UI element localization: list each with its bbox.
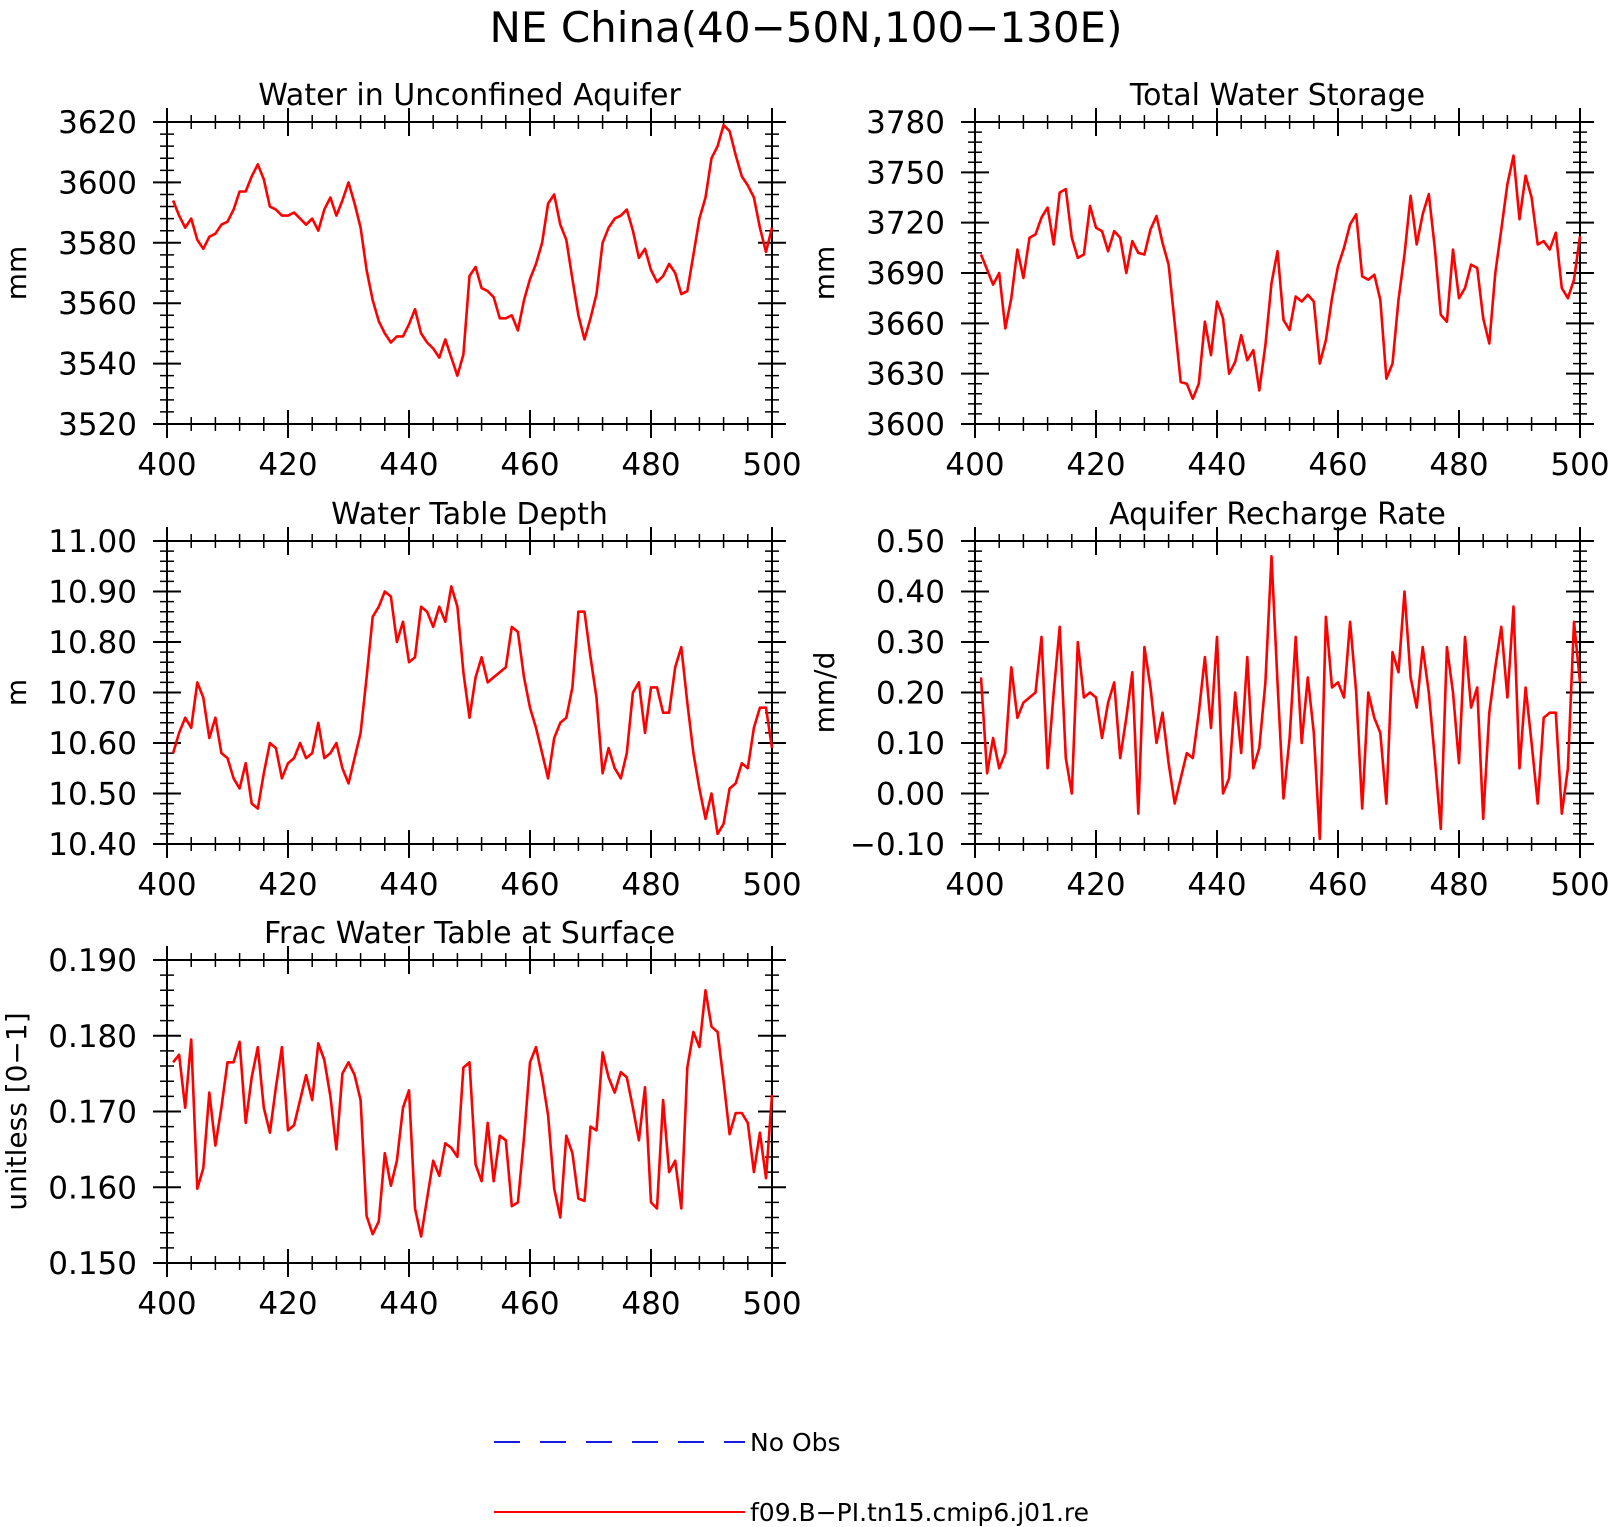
chart3-ytick-label: 10.60 [48, 726, 137, 762]
chart2-panel: Total Water Storage mm 400 420 440 460 480 500 3… [808, 78, 1610, 483]
chart4-xtick-label: 460 [1308, 867, 1367, 903]
chart3-panel: Water Table Depth m 400 420 440 460 480 500 10.4… [0, 497, 802, 903]
chart1-ytick-label: 3560 [58, 286, 137, 322]
chart5-xtick-label: 460 [500, 1286, 559, 1322]
chart2-title: Total Water Storage [1129, 78, 1425, 113]
chart4-xtick-label: 440 [1187, 867, 1246, 903]
chart3-ylabel: m [0, 679, 33, 706]
chart3-ytick-label: 10.90 [48, 575, 137, 611]
legend-label-model: f09.B−PI.tn15.cmip6.j01.re [750, 1498, 1089, 1527]
chart4-ytick-label: 0.30 [876, 625, 945, 661]
chart3-series-line [171, 585, 774, 836]
chart3-ytick-label: 11.00 [48, 524, 137, 560]
chart2-xtick-label: 500 [1550, 447, 1609, 483]
chart2-frame [974, 121, 1581, 425]
chart5-panel: Frac Water Table at Surface unitless [0−1… [0, 916, 802, 1322]
chart2-xtick-label: 420 [1066, 447, 1125, 483]
chart4-ytick-label: −0.10 [850, 827, 945, 863]
chart1-ytick-label: 3620 [58, 105, 137, 141]
chart1-ytick-label: 3580 [58, 226, 137, 262]
chart2-series-line [979, 154, 1582, 401]
chart2-ytick-label: 3630 [866, 357, 945, 393]
chart5-xtick-label: 500 [742, 1286, 801, 1322]
chart3-major-ticks [153, 527, 786, 858]
chart2-xtick-label: 400 [945, 447, 1004, 483]
chart5-frame [166, 959, 773, 1264]
chart5-ylabel: unitless [0−1] [0, 1012, 33, 1210]
chart1-ytick-label: 3540 [58, 347, 137, 383]
chart4-xtick-label: 480 [1429, 867, 1488, 903]
chart1-ytick-label: 3600 [58, 165, 137, 201]
chart1-xtick-label: 500 [742, 447, 801, 483]
chart3-ytick-label: 10.70 [48, 676, 137, 712]
chart1-ylabel: mm [0, 246, 33, 301]
chart2-xtick-label: 480 [1429, 447, 1488, 483]
chart5-xtick-label: 400 [137, 1286, 196, 1322]
chart1-xtick-label: 400 [137, 447, 196, 483]
chart4-ytick-label: 0.20 [876, 676, 945, 712]
chart2-ytick-label: 3690 [866, 256, 945, 292]
chart3-xtick-label: 400 [137, 867, 196, 903]
chart1-title: Water in Unconfined Aquifer [258, 78, 681, 113]
chart3-xtick-label: 460 [500, 867, 559, 903]
chart1-xtick-label: 480 [621, 447, 680, 483]
chart4-ytick-label: 0.00 [876, 777, 945, 813]
chart5-xtick-label: 480 [621, 1286, 680, 1322]
chart2-ytick-label: 3660 [866, 306, 945, 342]
chart3-xtick-label: 480 [621, 867, 680, 903]
chart5-ytick-label: 0.150 [48, 1246, 137, 1282]
chart1-panel: Water in Unconfined Aquifer mm 400 420 440 46… [0, 78, 802, 483]
figure-title: NE China(40−50N,100−130E) [490, 3, 1123, 52]
chart3-xtick-label: 500 [742, 867, 801, 903]
chart2-xtick-label: 440 [1187, 447, 1246, 483]
chart3-frame [166, 540, 773, 845]
chart1-ytick-label: 3520 [58, 407, 137, 443]
chart2-ytick-label: 3750 [866, 155, 945, 191]
chart3-ytick-label: 10.80 [48, 625, 137, 661]
chart5-xtick-label: 440 [379, 1286, 438, 1322]
chart5-ytick-label: 0.180 [48, 1019, 137, 1055]
chart4-ytick-label: 0.50 [876, 524, 945, 560]
chart2-ytick-label: 3720 [866, 206, 945, 242]
chart1-xtick-label: 420 [258, 447, 317, 483]
chart1-xtick-label: 440 [379, 447, 438, 483]
legend-label-no-obs: No Obs [750, 1428, 841, 1457]
chart5-ytick-label: 0.170 [48, 1095, 137, 1131]
chart4-frame [974, 540, 1581, 845]
chart3-ytick-label: 10.50 [48, 777, 137, 813]
chart4-xtick-label: 420 [1066, 867, 1125, 903]
chart4-ytick-label: 0.10 [876, 726, 945, 762]
chart4-xtick-label: 400 [945, 867, 1004, 903]
chart1-xtick-label: 460 [500, 447, 559, 483]
chart3-xtick-label: 420 [258, 867, 317, 903]
chart1-series-line [171, 123, 774, 377]
chart4-xtick-label: 500 [1550, 867, 1609, 903]
chart4-series-line [979, 554, 1582, 841]
chart4-title: Aquifer Recharge Rate [1109, 497, 1446, 532]
chart4-ytick-label: 0.40 [876, 575, 945, 611]
chart5-series-line [172, 989, 774, 1238]
chart2-ytick-label: 3780 [866, 105, 945, 141]
chart-panels: Water in Unconfined Aquifer mm 400 420 440 46… [0, 78, 1610, 1322]
chart2-ylabel: mm [808, 246, 841, 301]
chart2-ytick-label: 3600 [866, 407, 945, 443]
chart1-minor-ticks [160, 115, 779, 431]
chart5-ytick-label: 0.160 [48, 1170, 137, 1206]
chart1-frame [166, 121, 773, 425]
chart2-xtick-label: 460 [1308, 447, 1367, 483]
chart3-title: Water Table Depth [331, 497, 608, 532]
chart5-ytick-label: 0.190 [48, 943, 137, 979]
chart3-xtick-label: 440 [379, 867, 438, 903]
chart4-ylabel: mm/d [808, 652, 841, 734]
chart5-title: Frac Water Table at Surface [264, 916, 675, 951]
chart5-xtick-label: 420 [258, 1286, 317, 1322]
chart3-ytick-label: 10.40 [48, 827, 137, 863]
chart4-panel: Aquifer Recharge Rate mm/d 400 420 440 460 480… [808, 497, 1610, 903]
legend: No Obs f09.B−PI.tn15.cmip6.j01.re [494, 1428, 1089, 1527]
chart2-major-ticks [961, 108, 1594, 438]
